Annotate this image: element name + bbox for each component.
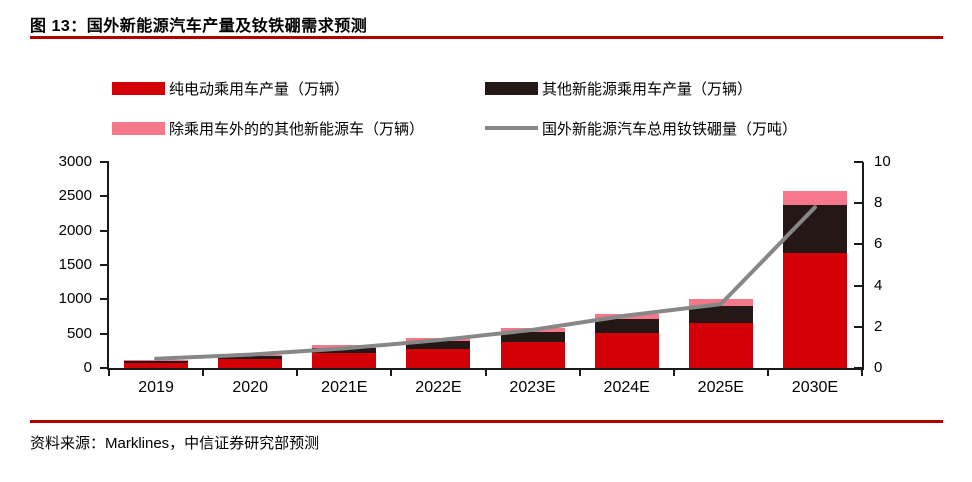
left-axis-line (107, 162, 109, 370)
legend-label: 其他新能源乘用车产量（万辆） (542, 80, 753, 98)
legend-color-swatch-icon (112, 121, 165, 135)
left-axis-tick-label: 2500 (58, 187, 92, 205)
bar-segment (124, 362, 189, 368)
x-axis-tick (202, 368, 205, 376)
x-axis-tick (484, 368, 487, 376)
title-rule (30, 36, 943, 39)
figure-title: 图 13：国外新能源汽车产量及钕铁硼需求预测 (30, 18, 368, 35)
right-axis-tick-label: 4 (874, 276, 883, 294)
left-axis-tick (100, 367, 109, 369)
left-axis-tick-label: 2000 (58, 221, 92, 239)
x-axis-tick (578, 368, 581, 376)
bar-segment (218, 359, 283, 368)
x-axis-category-label: 2024E (603, 379, 650, 396)
legend-label: 纯电动乘用车产量（万辆） (169, 80, 350, 98)
right-axis-tick (854, 367, 863, 369)
x-axis-tick (861, 368, 863, 376)
x-axis-category-label: 2019 (138, 379, 174, 396)
source-note: 资料来源：Marklines，中信证券研究部预测 (30, 435, 320, 452)
legend-label: 国外新能源汽车总用钕铁硼量（万吨） (542, 120, 798, 138)
legend-line-swatch-icon (485, 126, 538, 130)
left-axis-tick (100, 298, 109, 301)
right-axis-tick-label: 10 (874, 153, 891, 170)
footer-rule (30, 420, 943, 423)
left-axis-tick-label: 500 (66, 324, 92, 342)
legend-item: 其他新能源乘用车产量（万辆） (485, 80, 753, 98)
x-axis-tick (766, 368, 769, 376)
bar-segment (594, 332, 659, 368)
x-axis-category-label: 2030E (791, 379, 839, 396)
right-axis-tick (854, 161, 863, 163)
legend-item: 除乘用车外的的其他新能源车（万辆） (112, 120, 425, 138)
bar-segment (594, 319, 659, 333)
right-axis-tick (854, 243, 863, 246)
bar-segment (124, 361, 189, 363)
x-axis-category-label: 2025E (697, 379, 744, 396)
x-axis-tick (672, 368, 675, 376)
legend-item: 国外新能源汽车总用钕铁硼量（万吨） (485, 120, 798, 138)
bar-segment (312, 344, 377, 348)
right-axis-tick-label: 8 (874, 194, 883, 212)
left-axis-tick (100, 195, 109, 198)
x-axis-category-label: 2021E (321, 379, 368, 396)
left-axis-tick (100, 229, 109, 232)
left-axis-tick-label: 1000 (58, 290, 92, 308)
bar-segment (312, 352, 377, 368)
left-axis-tick-label: 3000 (58, 153, 92, 170)
right-axis-tick (854, 325, 863, 328)
bar-segment (688, 322, 753, 368)
right-axis-tick (854, 284, 863, 287)
bar-segment (688, 305, 753, 323)
x-axis-category-label: 2023E (509, 379, 556, 396)
left-axis-tick (100, 264, 109, 266)
x-axis-category-label: 2022E (415, 379, 462, 396)
right-axis-tick-label: 6 (874, 235, 883, 253)
x-axis-tick (390, 368, 393, 376)
x-axis-tick (108, 368, 110, 376)
bar-segment (218, 356, 283, 360)
legend-item: 纯电动乘用车产量（万辆） (112, 80, 350, 98)
left-axis-tick-label: 1500 (58, 256, 92, 273)
left-axis-tick-label: 0 (83, 359, 92, 376)
bar-segment (782, 190, 847, 206)
left-axis-tick (100, 161, 109, 163)
right-axis-tick-label: 0 (874, 359, 883, 376)
bar-segment (500, 341, 565, 368)
right-axis-tick (854, 202, 863, 205)
bar-segment (782, 253, 847, 368)
bar-segment (406, 341, 471, 350)
x-axis-category-label: 2020 (232, 379, 268, 396)
right-axis-tick-label: 2 (874, 317, 883, 335)
left-axis-tick (100, 332, 109, 335)
bar-segment (406, 349, 471, 368)
right-axis-line (862, 162, 864, 370)
legend-color-swatch-icon (485, 81, 538, 95)
bar-segment (500, 331, 565, 342)
legend-label: 除乘用车外的的其他新能源车（万辆） (169, 120, 425, 138)
x-axis-tick (296, 368, 299, 376)
legend-color-swatch-icon (112, 81, 165, 95)
